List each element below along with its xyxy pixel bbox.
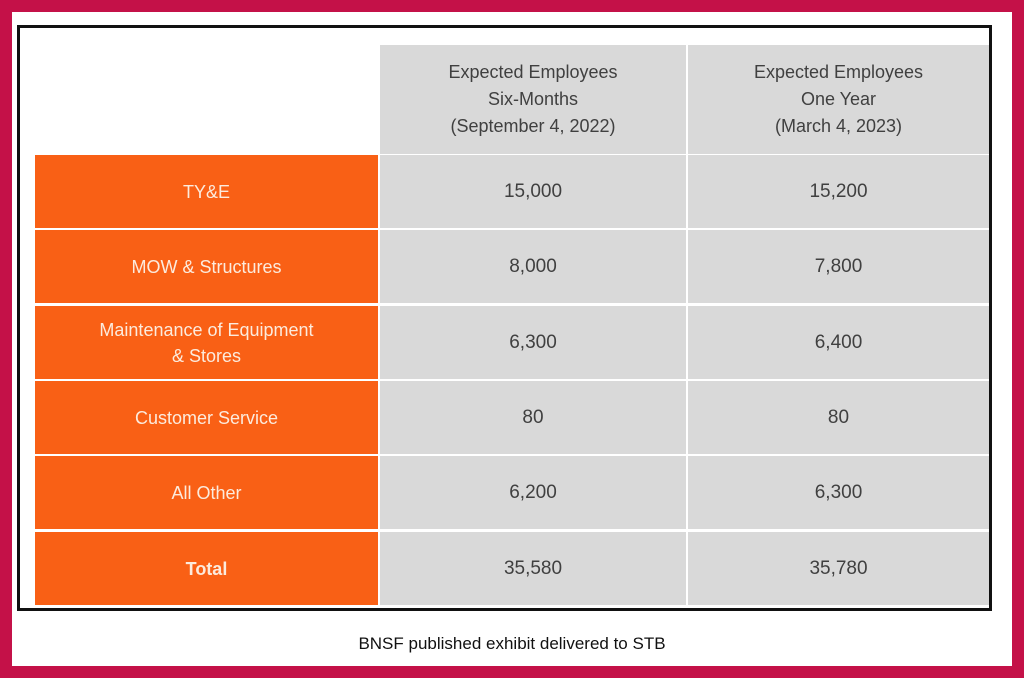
cell-one-year: 35,780	[688, 532, 989, 605]
cell-one-year: 6,400	[688, 306, 989, 379]
cell-six-months: 15,000	[380, 155, 686, 228]
row-label-text: All Other	[171, 482, 242, 503]
cell-six-months: 8,000	[380, 230, 686, 303]
cell-six-months: 6,200	[380, 456, 686, 529]
cell-six-months: 35,580	[380, 532, 686, 605]
cell-one-year-text: 6,400	[814, 331, 863, 353]
row-label-text: TY&E	[182, 181, 230, 202]
column-header: Expected Employees One Year (March 4, 20…	[688, 45, 989, 154]
cell-one-year: 80	[688, 381, 989, 454]
cell-six-months: 80	[380, 381, 686, 454]
row-label: Customer Service	[35, 381, 378, 454]
row-label: TY&E	[35, 155, 378, 228]
cell-one-year-text: 6,300	[814, 481, 863, 503]
row-label: All Other	[35, 456, 378, 529]
cell-six-months-text: 6,200	[509, 481, 557, 503]
row-label-text: Customer Service	[134, 407, 279, 428]
column-header-text: Expected Employees Six-Months (September…	[448, 62, 618, 136]
cell-one-year-text: 15,200	[809, 180, 868, 202]
row-label-text: Total	[185, 558, 228, 579]
cell-one-year: 15,200	[688, 155, 989, 228]
row-label-text: Maintenance of Equipment & Stores	[99, 319, 314, 366]
cell-six-months-text: 8,000	[509, 255, 557, 277]
column-header: Expected Employees Six-Months (September…	[380, 45, 686, 154]
cell-six-months-text: 15,000	[503, 180, 563, 202]
cell-six-months-text: 6,300	[509, 331, 557, 353]
column-header-text: Expected Employees One Year (March 4, 20…	[753, 62, 924, 136]
cell-six-months: 6,300	[380, 306, 686, 379]
cell-six-months-text: 35,580	[503, 557, 563, 579]
row-label: MOW & Structures	[35, 230, 378, 303]
row-label: Total	[35, 532, 378, 605]
cell-one-year-text: 35,780	[809, 557, 868, 579]
employee-table: Expected Employees Six-Months (September…	[35, 45, 989, 606]
cell-one-year-text: 80	[827, 406, 850, 428]
row-label: Maintenance of Equipment & Stores	[35, 306, 378, 379]
cell-six-months-text: 80	[522, 406, 544, 428]
row-label-text: MOW & Structures	[131, 256, 282, 277]
cell-one-year: 7,800	[688, 230, 989, 303]
caption: BNSF published exhibit delivered to STB	[358, 634, 666, 653]
cell-one-year-text: 7,800	[814, 255, 863, 277]
cell-one-year: 6,300	[688, 456, 989, 529]
